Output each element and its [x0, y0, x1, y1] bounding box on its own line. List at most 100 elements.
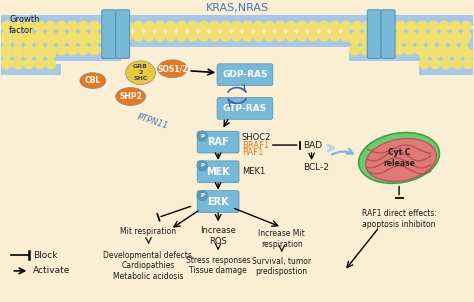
Bar — [1, 50, 121, 61]
Circle shape — [220, 21, 230, 31]
Text: BRAF1: BRAF1 — [242, 140, 269, 149]
Text: GRB
2
SHC: GRB 2 SHC — [133, 64, 148, 81]
Circle shape — [286, 31, 296, 41]
Circle shape — [254, 21, 264, 31]
Circle shape — [155, 31, 165, 41]
Text: SHP2: SHP2 — [119, 92, 142, 101]
Circle shape — [461, 21, 471, 31]
Circle shape — [13, 59, 23, 69]
Circle shape — [297, 31, 307, 41]
Bar — [1, 29, 121, 40]
Circle shape — [122, 21, 132, 31]
Circle shape — [144, 31, 154, 41]
Circle shape — [24, 49, 34, 59]
Circle shape — [450, 21, 460, 31]
Circle shape — [197, 191, 207, 201]
Ellipse shape — [126, 61, 155, 85]
Bar — [61, 15, 414, 45]
Circle shape — [448, 35, 458, 45]
Text: ERK: ERK — [207, 197, 229, 207]
Circle shape — [428, 21, 438, 31]
Circle shape — [197, 131, 207, 141]
Circle shape — [199, 21, 209, 31]
Text: Cyt C
release: Cyt C release — [383, 148, 415, 168]
Circle shape — [407, 21, 417, 31]
Circle shape — [46, 45, 55, 55]
Text: PTPN11: PTPN11 — [136, 112, 169, 131]
Circle shape — [393, 45, 403, 55]
Text: CBL: CBL — [85, 76, 101, 85]
Circle shape — [78, 35, 88, 45]
Circle shape — [133, 31, 143, 41]
Circle shape — [243, 31, 253, 41]
Circle shape — [24, 59, 34, 69]
Circle shape — [111, 45, 121, 55]
Bar — [419, 43, 473, 54]
Circle shape — [243, 21, 253, 31]
Circle shape — [56, 35, 66, 45]
Circle shape — [383, 35, 392, 45]
Circle shape — [133, 21, 143, 31]
Circle shape — [461, 31, 471, 41]
Text: GTP-RAS: GTP-RAS — [223, 104, 267, 113]
Bar — [1, 15, 473, 26]
Circle shape — [177, 21, 187, 31]
Circle shape — [56, 45, 66, 55]
Circle shape — [452, 59, 462, 69]
Text: BAD: BAD — [304, 140, 323, 149]
Circle shape — [35, 59, 45, 69]
Circle shape — [210, 31, 219, 41]
Circle shape — [90, 21, 100, 31]
Circle shape — [56, 21, 66, 31]
Circle shape — [427, 45, 437, 55]
Circle shape — [78, 21, 88, 31]
Circle shape — [372, 35, 382, 45]
Circle shape — [275, 21, 285, 31]
Circle shape — [308, 21, 318, 31]
Text: Survival, tumor
predispostion: Survival, tumor predispostion — [252, 257, 311, 276]
Text: MEK1: MEK1 — [242, 167, 265, 176]
Circle shape — [111, 21, 121, 31]
Circle shape — [393, 35, 403, 45]
Text: Increase
ROS: Increase ROS — [200, 226, 236, 246]
Circle shape — [361, 45, 371, 55]
FancyBboxPatch shape — [197, 191, 239, 212]
Circle shape — [361, 35, 371, 45]
Circle shape — [383, 45, 392, 55]
Circle shape — [46, 35, 55, 45]
Circle shape — [155, 21, 165, 31]
Circle shape — [2, 35, 12, 45]
Circle shape — [46, 59, 55, 69]
Circle shape — [396, 31, 405, 41]
Circle shape — [459, 45, 469, 55]
Bar — [419, 64, 473, 75]
Circle shape — [2, 21, 12, 31]
Circle shape — [35, 49, 45, 59]
Circle shape — [404, 45, 414, 55]
FancyBboxPatch shape — [197, 161, 239, 183]
Circle shape — [100, 45, 110, 55]
Circle shape — [396, 21, 405, 31]
Circle shape — [330, 21, 340, 31]
Circle shape — [415, 45, 425, 55]
Circle shape — [384, 21, 394, 31]
Text: Mit respiration: Mit respiration — [120, 227, 177, 236]
Circle shape — [111, 35, 121, 45]
Text: RAF1: RAF1 — [242, 149, 264, 157]
Text: RAF: RAF — [207, 137, 229, 147]
Text: P: P — [200, 193, 204, 198]
Circle shape — [35, 45, 45, 55]
Text: Stress responses
Tissue damage: Stress responses Tissue damage — [186, 256, 250, 275]
Ellipse shape — [157, 60, 187, 78]
Text: Growth
factor: Growth factor — [9, 15, 40, 35]
Bar — [1, 64, 61, 75]
Circle shape — [308, 31, 318, 41]
Circle shape — [430, 49, 440, 59]
FancyBboxPatch shape — [217, 64, 273, 85]
Circle shape — [341, 31, 351, 41]
Circle shape — [220, 31, 230, 41]
Circle shape — [231, 31, 241, 41]
Circle shape — [363, 21, 373, 31]
Circle shape — [46, 31, 55, 41]
Circle shape — [374, 21, 383, 31]
